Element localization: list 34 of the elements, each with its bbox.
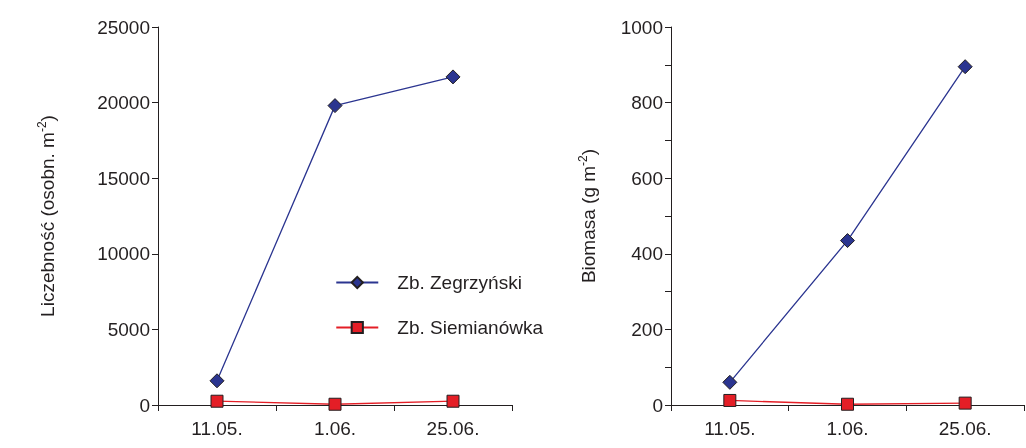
y-tick-label: 25000 (97, 16, 150, 38)
x-tick-label: 11.05. (191, 418, 243, 439)
y-tick-label: 15000 (97, 167, 150, 189)
x-tick-label: 1.06. (313, 418, 357, 439)
y-tick-label: 0 (652, 394, 663, 416)
y-axis-title: Liczebność (osobn. m-2) (35, 115, 58, 317)
point (327, 98, 343, 114)
point (210, 394, 224, 408)
y-tick-label: 10000 (97, 243, 150, 265)
y-tick-label: 200 (631, 318, 663, 340)
y-tick-label: 800 (631, 92, 663, 114)
point (958, 396, 972, 410)
y-tick-label: 600 (631, 167, 663, 189)
point (446, 394, 460, 408)
point (723, 393, 737, 407)
y-tick-label: 400 (631, 243, 663, 265)
point (722, 374, 738, 390)
x-tick-label: 25.06. (426, 418, 480, 439)
y-tick-label: 20000 (97, 92, 150, 114)
x-tick-label: 25.06. (938, 418, 992, 439)
point (445, 69, 461, 85)
point (841, 397, 854, 411)
x-tick-label: 1.06. (826, 418, 869, 439)
legend-label: Zb. Zegrzyński (397, 272, 522, 293)
point (209, 373, 225, 389)
y-tick-label: 1000 (620, 16, 663, 38)
y-tick-label: 0 (139, 394, 150, 416)
point (840, 233, 855, 249)
y-axis-title: Biomasa (g m-2) (576, 148, 599, 284)
point (328, 397, 342, 411)
x-tick-label: 11.05. (704, 418, 756, 439)
point (957, 59, 973, 75)
y-tick-label: 5000 (107, 318, 150, 340)
legend-label: Zb. Siemianówka (397, 317, 544, 338)
